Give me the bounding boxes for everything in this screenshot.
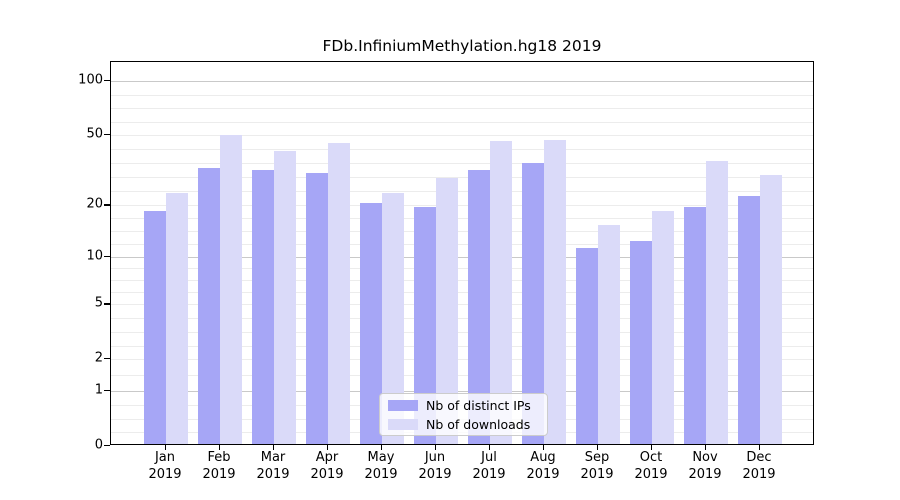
gridline-minor — [111, 345, 813, 347]
bar-ips-sep — [576, 247, 598, 444]
bar-downloads-apr — [328, 143, 350, 444]
bar-downloads-feb — [220, 134, 242, 444]
gridline-minor — [111, 292, 813, 294]
gridline-minor — [111, 375, 813, 377]
legend-label: Nb of distinct IPs — [426, 397, 531, 413]
x-tick-mark — [543, 445, 545, 450]
legend-label: Nb of downloads — [426, 416, 531, 432]
bar-downloads-nov — [706, 160, 728, 444]
y-tick-mark — [104, 303, 110, 305]
gridline-minor — [111, 280, 813, 282]
x-tick-label-may: May 2019 — [364, 450, 398, 482]
x-tick-label-aug: Aug 2019 — [526, 450, 560, 482]
bar-downloads-may — [382, 192, 404, 444]
bar-ips-aug — [522, 163, 544, 444]
x-tick-mark — [327, 445, 329, 450]
x-tick-label-jun: Jun 2019 — [418, 450, 452, 482]
x-tick-label-mar: Mar 2019 — [256, 450, 290, 482]
y-tick-mark — [104, 390, 110, 392]
bar-ips-nov — [684, 207, 706, 444]
x-tick-label-jul: Jul 2019 — [472, 450, 506, 482]
x-tick-label-sep: Sep 2019 — [580, 450, 614, 482]
bar-downloads-sep — [598, 224, 620, 444]
x-tick-mark — [273, 445, 275, 450]
bar-downloads-jun — [436, 177, 458, 444]
bar-downloads-aug — [544, 139, 566, 444]
y-tick-mark — [104, 134, 110, 136]
gridline-minor — [111, 318, 813, 320]
gridline-minor — [111, 149, 813, 151]
gridline-minor — [111, 331, 813, 333]
x-tick-mark — [597, 445, 599, 450]
y-tick-mark — [104, 445, 110, 447]
bar-ips-oct — [630, 241, 652, 444]
x-tick-label-jan: Jan 2019 — [148, 450, 182, 482]
y-tick-label-100: 100 — [78, 72, 103, 88]
gridline-100 — [111, 81, 813, 83]
y-tick-label-20: 20 — [86, 196, 103, 212]
gridline-minor — [111, 121, 813, 123]
x-tick-label-feb: Feb 2019 — [202, 450, 236, 482]
bar-ips-jul — [468, 170, 490, 444]
gridline-minor — [111, 177, 813, 179]
bar-downloads-mar — [274, 150, 296, 444]
bar-ips-jun — [414, 207, 436, 444]
gridline-20 — [111, 205, 813, 207]
bar-downloads-dec — [760, 175, 782, 444]
bar-ips-mar — [252, 170, 274, 444]
gridline-minor — [111, 230, 813, 232]
legend: Nb of distinct IPs Nb of downloads — [379, 393, 548, 436]
x-tick-mark — [705, 445, 707, 450]
y-tick-mark — [104, 255, 110, 257]
x-tick-mark — [219, 445, 221, 450]
y-tick-label-2: 2 — [94, 350, 103, 366]
y-tick-label-50: 50 — [86, 126, 103, 142]
gridline-50 — [111, 135, 813, 137]
gridline-1 — [111, 391, 813, 393]
gridline-2 — [111, 359, 813, 361]
x-tick-label-oct: Oct 2019 — [634, 450, 668, 482]
y-tick-label-5: 5 — [94, 295, 103, 311]
y-tick-mark — [104, 80, 110, 82]
legend-swatch-icon — [388, 399, 418, 411]
bar-downloads-oct — [652, 211, 674, 444]
x-tick-label-nov: Nov 2019 — [688, 450, 722, 482]
chart-title: FDb.InfiniumMethylation.hg18 2019 — [322, 37, 602, 55]
gridline-minor — [111, 218, 813, 220]
x-tick-mark — [381, 445, 383, 450]
legend-swatch-icon — [388, 418, 418, 430]
gridline-minor — [111, 268, 813, 270]
x-tick-mark — [489, 445, 491, 450]
bar-ips-may — [360, 203, 382, 444]
bar-downloads-jan — [166, 192, 188, 444]
x-tick-mark — [165, 445, 167, 450]
x-tick-mark — [435, 445, 437, 450]
y-tick-label-0: 0 — [94, 437, 103, 453]
gridline-minor — [111, 243, 813, 245]
x-tick-mark — [651, 445, 653, 450]
gridline-10 — [111, 256, 813, 258]
y-tick-mark — [104, 358, 110, 360]
bar-ips-jan — [144, 211, 166, 444]
legend-row: Nb of downloads — [388, 417, 539, 432]
x-tick-label-apr: Apr 2019 — [310, 450, 344, 482]
legend-row: Nb of distinct IPs — [388, 398, 539, 413]
gridline-5 — [111, 304, 813, 306]
bar-ips-apr — [306, 172, 328, 444]
y-tick-mark — [104, 204, 110, 206]
plot-area: Nb of distinct IPs Nb of downloads — [110, 61, 814, 445]
bar-downloads-jul — [490, 141, 512, 444]
gridline-minor — [111, 163, 813, 165]
gridline-minor — [111, 108, 813, 110]
bar-ips-dec — [738, 196, 760, 444]
y-tick-label-1: 1 — [94, 382, 103, 398]
gridline-minor — [111, 191, 813, 193]
bar-ips-feb — [198, 167, 220, 444]
y-tick-label-10: 10 — [86, 248, 103, 263]
x-tick-mark — [759, 445, 761, 450]
x-tick-label-dec: Dec 2019 — [742, 450, 776, 482]
gridline-minor — [111, 94, 813, 96]
